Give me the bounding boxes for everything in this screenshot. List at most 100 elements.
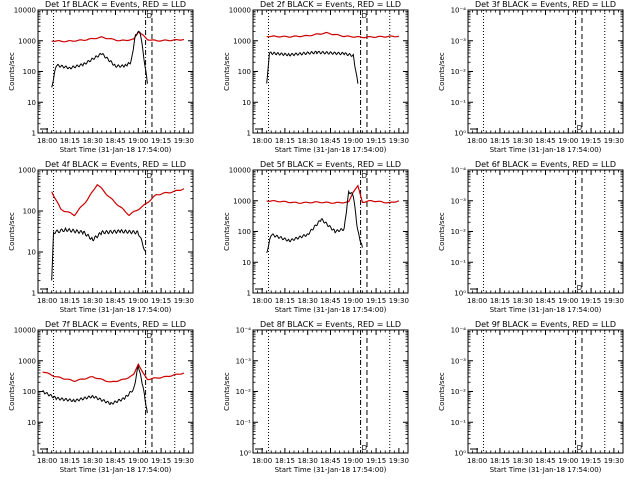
y-tick-label: 10⁰ — [239, 450, 251, 458]
series-lld-line — [51, 183, 185, 217]
series-lld-line — [51, 31, 184, 43]
plot-frame — [467, 169, 624, 294]
x-tick-label: 18:45 — [535, 137, 555, 145]
y-axis-label: Counts/sec — [438, 372, 446, 411]
y-tick-label: 10⁻³ — [451, 37, 467, 45]
y-tick-label: 10 — [27, 99, 36, 107]
x-tick-label: 18:15 — [60, 137, 80, 145]
x-tick-label: 18:00 — [467, 297, 487, 305]
x-tick-label: 18:30 — [513, 457, 533, 465]
y-tick-label: 1000 — [18, 167, 36, 175]
x-tick-label: 19:00 — [343, 457, 363, 465]
y-axis-label: Counts/sec — [8, 372, 16, 411]
x-tick-label: 18:30 — [513, 137, 533, 145]
x-axis-label: Start Time (31-Jan-18 17:54:00) — [60, 146, 172, 154]
panel-title: Det 4f BLACK = Events, RED = LLD — [45, 160, 186, 169]
flag-label: D — [147, 172, 152, 180]
y-tick-label: 10⁻¹ — [451, 419, 467, 427]
x-tick-label: 18:30 — [83, 457, 103, 465]
x-tick-label: 19:00 — [128, 297, 148, 305]
panel-title: Det 5f BLACK = Events, RED = LLD — [260, 160, 401, 169]
flag-label: D — [362, 444, 367, 452]
series-lld-line — [42, 362, 185, 383]
x-tick-label: 18:00 — [467, 457, 487, 465]
y-tick-label: 10000 — [229, 167, 251, 175]
x-tick-label: 19:15 — [366, 297, 386, 305]
x-axis-label: Start Time (31-Jan-18 17:54:00) — [490, 466, 602, 474]
x-tick-label: 18:15 — [490, 457, 510, 465]
flag-label: D — [362, 172, 367, 180]
y-tick-label: 10 — [242, 99, 251, 107]
plot-frame — [467, 329, 624, 454]
x-axis-label: Start Time (31-Jan-18 17:54:00) — [490, 146, 602, 154]
y-tick-label: 100 — [238, 68, 251, 76]
x-tick-label: 19:30 — [604, 297, 624, 305]
flag-label: D — [362, 12, 367, 20]
x-tick-label: 18:30 — [298, 297, 318, 305]
x-tick-label: 18:45 — [105, 297, 125, 305]
y-axis-label: Counts/sec — [8, 212, 16, 251]
plot-frame — [37, 9, 194, 134]
x-tick-label: 19:30 — [389, 137, 409, 145]
y-tick-label: 100 — [238, 228, 251, 236]
y-tick-label: 10000 — [14, 327, 36, 335]
x-tick-label: 18:15 — [60, 297, 80, 305]
x-tick-label: 18:00 — [37, 297, 57, 305]
y-tick-label: 10 — [242, 259, 251, 267]
x-tick-label: 19:30 — [174, 297, 194, 305]
x-tick-label: 19:15 — [366, 457, 386, 465]
flag-label: D — [147, 12, 152, 20]
x-axis-label: Start Time (31-Jan-18 17:54:00) — [275, 146, 387, 154]
x-tick-label: 18:00 — [37, 457, 57, 465]
x-tick-label: 19:00 — [128, 137, 148, 145]
y-axis-label: Counts/sec — [223, 52, 231, 91]
series-events-line — [266, 189, 363, 253]
panel-6: Det 6f BLACK = Events, RED = LLD 10⁰ 10⁻¹ 1… — [438, 160, 624, 314]
panel-5: Det 5f BLACK = Events, RED = LLD 1 10 100 10… — [223, 160, 409, 314]
y-tick-label: 10 — [27, 249, 36, 257]
y-tick-label: 1000 — [18, 37, 36, 45]
x-tick-label: 18:00 — [252, 457, 272, 465]
y-tick-label: 1000 — [18, 357, 36, 365]
y-tick-label: 10⁻⁴ — [451, 167, 467, 175]
x-tick-label: 19:30 — [389, 457, 409, 465]
x-tick-label: 18:15 — [60, 457, 80, 465]
y-tick-label: 10⁰ — [454, 450, 466, 458]
y-tick-label: 100 — [23, 388, 36, 396]
panel-title: Det 3f BLACK = Events, RED = LLD — [475, 0, 616, 9]
x-tick-label: 18:00 — [37, 137, 57, 145]
y-tick-label: 10⁻² — [236, 388, 252, 396]
x-axis-label: Start Time (31-Jan-18 17:54:00) — [490, 306, 602, 314]
y-tick-label: 10⁻⁴ — [451, 7, 467, 15]
panel-2: Det 2f BLACK = Events, RED = LLD 1 10 100 10… — [223, 0, 409, 154]
series-lld-line — [266, 184, 400, 204]
plot-frame — [37, 329, 194, 454]
x-axis-label: Start Time (31-Jan-18 17:54:00) — [275, 466, 387, 474]
x-tick-label: 18:15 — [275, 137, 295, 145]
x-tick-label: 19:00 — [128, 457, 148, 465]
y-tick-label: 10⁻⁴ — [236, 327, 252, 335]
y-tick-label: 1 — [32, 130, 36, 138]
x-tick-label: 19:15 — [366, 137, 386, 145]
x-tick-label: 19:00 — [558, 457, 578, 465]
panel-title: Det 9f BLACK = Events, RED = LLD — [475, 320, 616, 329]
x-tick-label: 18:30 — [298, 137, 318, 145]
plot-frame — [252, 169, 409, 294]
y-tick-label: 1 — [247, 290, 251, 298]
panel-title: Det 6f BLACK = Events, RED = LLD — [475, 160, 616, 169]
y-tick-label: 10 — [27, 419, 36, 427]
panel-title: Det 1f BLACK = Events, RED = LLD — [45, 0, 186, 9]
series-lld-line — [266, 31, 399, 39]
flag-label: D — [577, 284, 582, 292]
y-axis-label: Counts/sec — [438, 212, 446, 251]
x-axis-label: Start Time (31-Jan-18 17:54:00) — [275, 306, 387, 314]
x-axis-label: Start Time (31-Jan-18 17:54:00) — [60, 466, 172, 474]
panel-title: Det 8f BLACK = Events, RED = LLD — [260, 320, 401, 329]
x-tick-label: 18:00 — [467, 137, 487, 145]
x-tick-label: 18:30 — [513, 297, 533, 305]
x-tick-label: 18:45 — [320, 137, 340, 145]
x-tick-label: 19:00 — [343, 297, 363, 305]
x-tick-label: 19:30 — [174, 137, 194, 145]
x-tick-label: 19:15 — [581, 137, 601, 145]
